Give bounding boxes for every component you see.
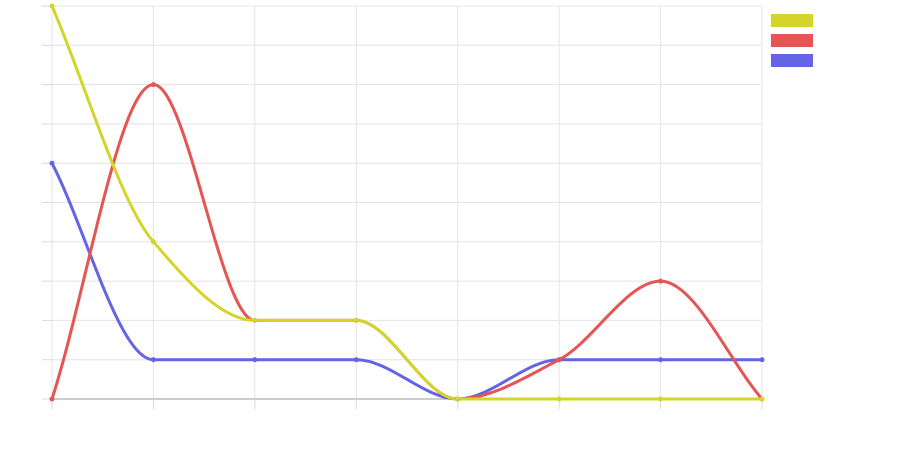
data-point xyxy=(150,357,156,363)
legend xyxy=(771,14,813,67)
data-point xyxy=(658,278,664,284)
data-point xyxy=(49,3,55,9)
data-point xyxy=(455,396,461,402)
data-point xyxy=(252,317,258,323)
data-point xyxy=(556,396,562,402)
data-point xyxy=(658,357,664,363)
data-point xyxy=(759,396,765,402)
legend-swatch-1 xyxy=(771,14,813,27)
data-point xyxy=(353,357,359,363)
data-point xyxy=(353,317,359,323)
legend-swatch-2 xyxy=(771,34,813,47)
legend-swatch-3 xyxy=(771,54,813,67)
series-lines xyxy=(50,4,764,401)
data-point xyxy=(556,357,562,363)
data-point xyxy=(252,357,258,363)
data-point xyxy=(759,357,765,363)
data-points xyxy=(49,3,765,402)
grid xyxy=(51,5,763,399)
axes xyxy=(42,5,763,409)
data-point xyxy=(49,396,55,402)
series-line-3 xyxy=(50,161,764,401)
data-point xyxy=(150,239,156,245)
data-point xyxy=(49,160,55,166)
series-line-1 xyxy=(50,4,764,401)
data-point xyxy=(658,396,664,402)
data-point xyxy=(150,82,156,88)
